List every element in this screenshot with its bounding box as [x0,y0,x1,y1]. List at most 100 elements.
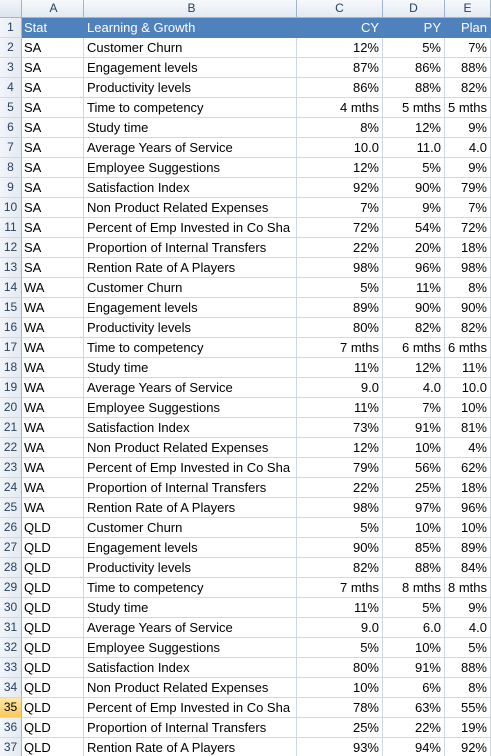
cell-py[interactable]: 86% [383,58,445,78]
cell-py[interactable]: 91% [383,658,445,678]
cell-plan[interactable]: 9% [445,158,491,178]
cell-cy[interactable]: 89% [297,298,383,318]
cell-cy[interactable]: 5% [297,518,383,538]
cell-cy-header[interactable]: CY [297,18,383,38]
cell-plan[interactable]: 7% [445,198,491,218]
cell-plan[interactable]: 79% [445,178,491,198]
cell-cy[interactable]: 9.0 [297,618,383,638]
cell-py[interactable]: 5% [383,158,445,178]
cell-py[interactable]: 22% [383,718,445,738]
cell-measure[interactable]: Study time [84,118,297,138]
cell-py[interactable]: 6% [383,678,445,698]
cell-py[interactable]: 5 mths [383,98,445,118]
row-header[interactable]: 4 [0,78,22,98]
cell-plan[interactable]: 5 mths [445,98,491,118]
row-header[interactable]: 34 [0,678,22,698]
cell-cy[interactable]: 79% [297,458,383,478]
cell-cy[interactable]: 5% [297,638,383,658]
cell-py[interactable]: 25% [383,478,445,498]
cell-measure[interactable]: Percent of Emp Invested in Co Sha [84,218,297,238]
row-header[interactable]: 31 [0,618,22,638]
column-header-e[interactable]: E [445,0,491,17]
cell-plan[interactable]: 4.0 [445,618,491,638]
row-header[interactable]: 18 [0,358,22,378]
cell-stat[interactable]: SA [22,118,84,138]
cell-py[interactable]: 11.0 [383,138,445,158]
cell-cy[interactable]: 7 mths [297,338,383,358]
cell-cy[interactable]: 98% [297,498,383,518]
cell-cy[interactable]: 80% [297,318,383,338]
cell-measure[interactable]: Satisfaction Index [84,658,297,678]
cell-py[interactable]: 97% [383,498,445,518]
cell-stat[interactable]: SA [22,138,84,158]
cell-stat[interactable]: WA [22,498,84,518]
cell-stat[interactable]: SA [22,158,84,178]
cell-plan[interactable]: 4% [445,438,491,458]
cell-stat[interactable]: WA [22,298,84,318]
cell-stat[interactable]: QLD [22,678,84,698]
cell-cy[interactable]: 22% [297,478,383,498]
cell-measure[interactable]: Rention Rate of A Players [84,738,297,756]
cell-py[interactable]: 56% [383,458,445,478]
cell-plan[interactable]: 9% [445,598,491,618]
cell-category-header[interactable]: Learning & Growth [84,18,297,38]
cell-measure[interactable]: Average Years of Service [84,618,297,638]
cell-measure[interactable]: Time to competency [84,98,297,118]
row-header[interactable]: 16 [0,318,22,338]
cell-plan[interactable]: 72% [445,218,491,238]
row-header[interactable]: 32 [0,638,22,658]
cell-py[interactable]: 10% [383,438,445,458]
cell-py[interactable]: 5% [383,38,445,58]
row-header[interactable]: 28 [0,558,22,578]
cell-plan[interactable]: 82% [445,78,491,98]
cell-stat[interactable]: QLD [22,658,84,678]
cell-plan[interactable]: 62% [445,458,491,478]
cell-cy[interactable]: 7 mths [297,578,383,598]
cell-py[interactable]: 4.0 [383,378,445,398]
cell-cy[interactable]: 11% [297,398,383,418]
cell-measure[interactable]: Non Product Related Expenses [84,678,297,698]
cell-cy[interactable]: 92% [297,178,383,198]
cell-plan[interactable]: 8% [445,678,491,698]
cell-plan[interactable]: 10% [445,518,491,538]
row-header[interactable]: 29 [0,578,22,598]
cell-measure[interactable]: Proportion of Internal Transfers [84,478,297,498]
cell-plan[interactable]: 81% [445,418,491,438]
cell-py[interactable]: 88% [383,558,445,578]
row-header[interactable]: 5 [0,98,22,118]
row-header[interactable]: 8 [0,158,22,178]
cell-py[interactable]: 20% [383,238,445,258]
column-header-a[interactable]: A [22,0,84,17]
cell-measure[interactable]: Customer Churn [84,518,297,538]
cell-py-header[interactable]: PY [383,18,445,38]
cell-cy[interactable]: 5% [297,278,383,298]
row-header[interactable]: 33 [0,658,22,678]
cell-measure[interactable]: Time to competency [84,578,297,598]
cell-cy[interactable]: 8% [297,118,383,138]
cell-measure[interactable]: Study time [84,358,297,378]
cell-measure[interactable]: Employee Suggestions [84,398,297,418]
cell-plan[interactable]: 18% [445,478,491,498]
cell-stat[interactable]: QLD [22,698,84,718]
cell-plan[interactable]: 7% [445,38,491,58]
cell-plan[interactable]: 84% [445,558,491,578]
cell-measure[interactable]: Engagement levels [84,58,297,78]
row-header[interactable]: 14 [0,278,22,298]
row-header[interactable]: 9 [0,178,22,198]
cell-measure[interactable]: Proportion of Internal Transfers [84,238,297,258]
cell-plan[interactable]: 88% [445,658,491,678]
row-header[interactable]: 22 [0,438,22,458]
row-header[interactable]: 11 [0,218,22,238]
cell-stat[interactable]: WA [22,378,84,398]
cell-measure[interactable]: Rention Rate of A Players [84,258,297,278]
cell-measure[interactable]: Non Product Related Expenses [84,198,297,218]
cell-plan[interactable]: 82% [445,318,491,338]
cell-plan-header[interactable]: Plan [445,18,491,38]
cell-stat[interactable]: QLD [22,538,84,558]
cell-measure[interactable]: Productivity levels [84,318,297,338]
cell-plan[interactable]: 19% [445,718,491,738]
cell-stat[interactable]: WA [22,478,84,498]
cell-measure[interactable]: Satisfaction Index [84,178,297,198]
cell-plan[interactable]: 11% [445,358,491,378]
cell-py[interactable]: 7% [383,398,445,418]
